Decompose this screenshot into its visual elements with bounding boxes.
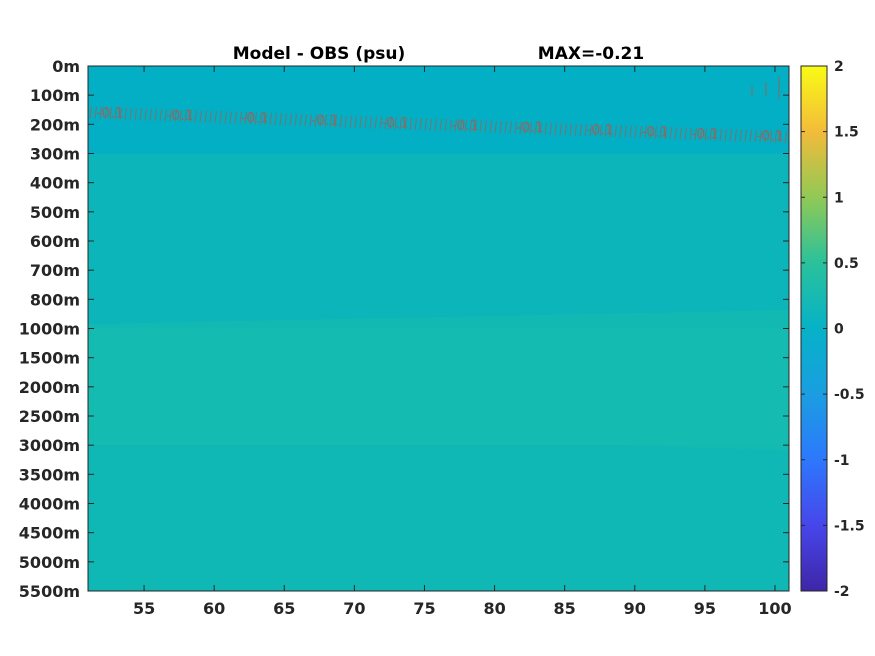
heatmap-band — [88, 66, 789, 154]
colorbar-tick-label: -2 — [834, 584, 850, 600]
y-tick-label: 700m — [30, 261, 80, 280]
y-tick-label: 1500m — [19, 349, 80, 368]
x-axis-ticks: 55 60 65 70 75 80 85 90 95 100 — [133, 66, 792, 618]
y-tick-label: 5000m — [19, 553, 80, 572]
y-tick-label: 0m — [52, 57, 80, 76]
y-tick-label: 300m — [30, 145, 80, 164]
heatmap-mid-depth-region — [88, 310, 789, 450]
y-tick-label: 3500m — [19, 465, 80, 484]
contour-label: -0.1 — [96, 105, 123, 121]
x-tick-label: 75 — [413, 599, 435, 618]
y-tick-label: 5500m — [19, 582, 80, 601]
x-tick-label: 90 — [624, 599, 646, 618]
contour-label: -0.1 — [381, 115, 408, 131]
contour-label: -0.1 — [451, 118, 478, 134]
contour-line — [89, 106, 787, 144]
contour-label: -0.1 — [241, 110, 268, 126]
y-tick-label: 4000m — [19, 495, 80, 514]
colorbar: 2 1.5 1 0.5 0 -0.5 -1 -1.5 -2 — [800, 59, 865, 600]
x-tick-label: 95 — [694, 599, 716, 618]
heatmap-band — [88, 445, 789, 591]
x-tick-label: 85 — [554, 599, 576, 618]
contour-label: -0.1 — [586, 123, 613, 139]
contour-line-group: -0.1 -0.1 -0.1 -0.1 -0.1 -0.1 -0.1 -0.1 -0.1 -0.1… — [89, 105, 787, 145]
contour-label: -0.1 — [756, 129, 783, 145]
chart-title: Model - OBS (psu) — [233, 44, 406, 64]
x-tick-label: 100 — [758, 599, 791, 618]
colorbar-gradient — [800, 65, 828, 592]
heatmap-band — [88, 153, 789, 329]
x-tick-label: 55 — [133, 599, 155, 618]
y-tick-label: 600m — [30, 232, 80, 251]
y-tick-label: 500m — [30, 203, 80, 222]
contour-label: -0.1 — [641, 125, 668, 141]
colorbar-tick-label: 2 — [834, 59, 844, 75]
colorbar-tick-label: -1.5 — [834, 518, 865, 534]
colorbar-tick-label: 1 — [834, 190, 844, 206]
contour-label: -0.1 — [691, 126, 718, 142]
y-tick-label: 1000m — [19, 320, 80, 339]
y-tick-label: 2500m — [19, 407, 80, 426]
x-tick-label: 80 — [483, 599, 505, 618]
contour-label: -0.1 — [516, 120, 543, 136]
colorbar-tick-label: -0.5 — [834, 387, 865, 403]
y-axis-ticks: 0m 100m 200m 300m 400m 500m 600m 700m 800m 1000m 1… — [19, 57, 789, 601]
heatmap-plot-area: -0.1 -0.1 -0.1 -0.1 -0.1 -0.1 -0.1 -0.1 -0.1 -0.1… — [87, 65, 790, 592]
colorbar-ticks: 2 1.5 1 0.5 0 -0.5 -1 -1.5 -2 — [801, 59, 865, 600]
y-tick-label: 400m — [30, 174, 80, 193]
y-tick-label: 200m — [30, 115, 80, 134]
contour-label: -0.1 — [311, 113, 338, 129]
y-tick-label: 100m — [30, 86, 80, 105]
chart-subtitle: MAX=-0.21 — [538, 44, 644, 64]
contour-line-top-right — [751, 76, 780, 99]
y-tick-label: 800m — [30, 290, 80, 309]
contour-label: -0.1 — [166, 108, 193, 124]
x-tick-label: 60 — [203, 599, 225, 618]
y-tick-label: 4500m — [19, 524, 80, 543]
colorbar-tick-label: 0 — [834, 322, 844, 338]
y-tick-label: 3000m — [19, 436, 80, 455]
y-tick-label: 2000m — [19, 378, 80, 397]
colorbar-tick-label: -1 — [834, 453, 850, 469]
x-tick-label: 65 — [273, 599, 295, 618]
colorbar-tick-label: 0.5 — [834, 256, 859, 272]
colorbar-tick-label: 1.5 — [834, 125, 859, 141]
x-tick-label: 70 — [343, 599, 365, 618]
